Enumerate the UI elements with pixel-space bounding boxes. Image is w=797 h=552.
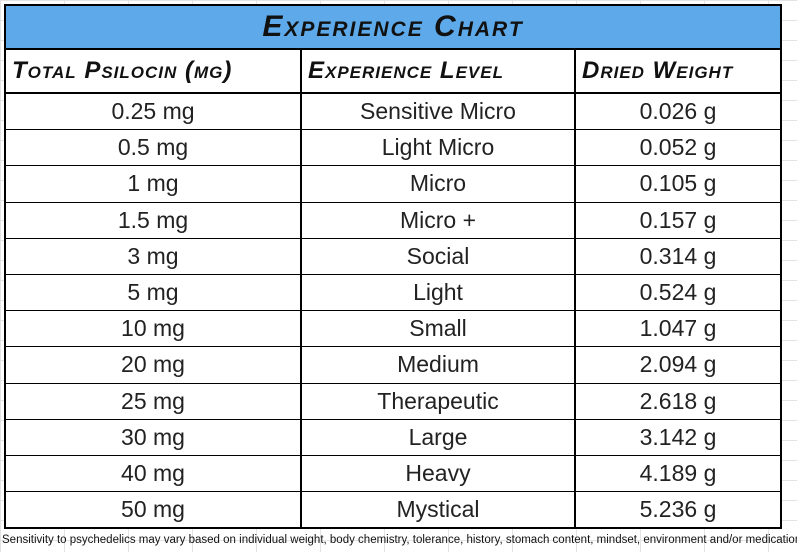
experience-level-cell: Social (302, 238, 576, 274)
experience-level-cell: Medium (302, 347, 576, 383)
dried-weight-cell: 3.142 g (639, 423, 717, 450)
dried-weight-cell: 5.236 g (639, 496, 717, 523)
dried-weight-cell: 2.618 g (639, 387, 717, 414)
table-row: 0.25 mg Sensitive Micro 0.026 g (6, 94, 780, 131)
psilocin-cell: 30 mg (6, 419, 302, 455)
experience-level-cell: Heavy (302, 455, 576, 492)
table-row: 30 mg Large 3.142 g (6, 419, 780, 456)
experience-level-cell: Micro (302, 166, 576, 202)
experience-level-cell: Sensitive Micro (302, 94, 576, 130)
dried-weight-cell: 0.524 g (639, 279, 717, 306)
psilocin-cell: 0.5 mg (6, 130, 302, 166)
dried-weight-cell: 0.314 g (639, 242, 717, 269)
table-body: 0.25 mg Sensitive Micro 0.026 g 0.5 mg Light… (6, 94, 780, 528)
dried-weight-cell: 2.094 g (639, 351, 717, 378)
table-row: 10 mg Small 1.047 g (6, 311, 780, 348)
table-row: 0.5 mg Light Micro 0.052 g (6, 130, 780, 167)
dried-weight-cell: 0.105 g (639, 170, 717, 197)
header-total-psilocin: Total Psilocin (mg) (6, 50, 302, 92)
psilocin-cell: 10 mg (6, 311, 302, 347)
dried-weight-cell: 0.157 g (639, 206, 717, 233)
dried-weight-cell: 0.026 g (639, 98, 717, 125)
psilocin-cell: 0.25 mg (6, 94, 302, 130)
table-row: 40 mg Heavy 4.189 g (6, 455, 780, 493)
table-row: 1.5 mg Micro + 0.157 g (6, 202, 780, 239)
footnote: Sensitivity to psychedelics may vary bas… (2, 534, 797, 546)
experience-level-cell: Mystical (302, 492, 576, 528)
table-row: 20 mg Medium 2.094 g (6, 347, 780, 384)
psilocin-cell: 50 mg (6, 492, 302, 528)
experience-level-cell: Light Micro (302, 130, 576, 166)
table-row: 50 mg Mystical 5.236 g (6, 492, 780, 528)
experience-level-cell: Small (302, 311, 576, 347)
psilocin-cell: 1 mg (6, 166, 302, 202)
table-row: 3 mg Social 0.314 g (6, 238, 780, 275)
header-experience-level: Experience Level (302, 50, 576, 92)
table-row: 1 mg Micro 0.105 g (6, 166, 780, 203)
experience-level-cell: Micro + (302, 202, 576, 238)
psilocin-cell: 5 mg (6, 274, 302, 311)
psilocin-cell: 20 mg (6, 347, 302, 383)
dried-weight-cell: 4.189 g (639, 459, 717, 486)
table-row: 5 mg Light 0.524 g (6, 274, 780, 312)
psilocin-cell: 3 mg (6, 238, 302, 274)
experience-level-cell: Therapeutic (302, 383, 576, 419)
psilocin-cell: 25 mg (6, 383, 302, 419)
experience-chart-table: Experience Chart Total Psilocin (mg) Exp… (4, 4, 782, 530)
psilocin-cell: 1.5 mg (6, 202, 302, 238)
experience-level-cell: Large (302, 419, 576, 455)
header-row: Total Psilocin (mg) Experience Level Dri… (6, 50, 780, 94)
chart-title: Experience Chart (6, 6, 780, 50)
header-dried-weight: Dried Weight (582, 57, 734, 84)
experience-level-cell: Light (302, 274, 576, 311)
dried-weight-cell: 1.047 g (639, 315, 717, 342)
psilocin-cell: 40 mg (6, 455, 302, 492)
dried-weight-cell: 0.052 g (639, 134, 717, 161)
table-row: 25 mg Therapeutic 2.618 g (6, 383, 780, 420)
